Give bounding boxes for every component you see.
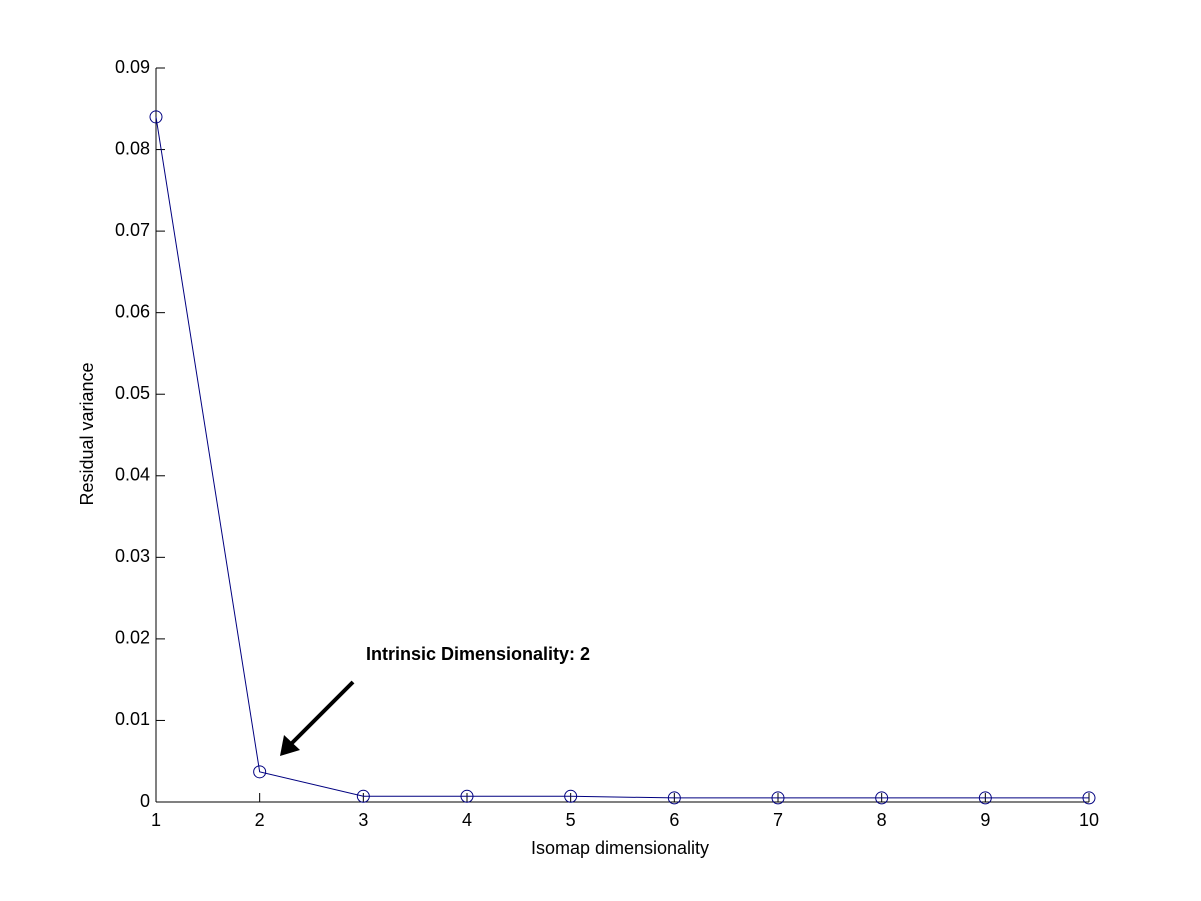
point-marker	[356, 789, 370, 803]
x-tick-label: 4	[462, 810, 472, 830]
x-tick-label: 9	[980, 810, 990, 830]
point-marker	[149, 110, 163, 124]
point-marker	[1082, 791, 1096, 805]
x-tick-label: 6	[669, 810, 679, 830]
y-tick-label: 0.01	[115, 709, 150, 729]
x-tick-label: 3	[358, 810, 368, 830]
y-tick-label: 0.02	[115, 628, 150, 648]
y-tick-label: 0.09	[115, 57, 150, 77]
y-tick-label: 0.06	[115, 301, 150, 321]
y-tick-label: 0.05	[115, 383, 150, 403]
x-tick-label: 8	[877, 810, 887, 830]
x-axis-label: Isomap dimensionality	[531, 838, 709, 858]
arrow-head	[280, 735, 300, 756]
point-marker	[253, 765, 267, 779]
point-marker	[875, 791, 889, 805]
point-marker	[978, 791, 992, 805]
y-tick-label: 0	[140, 791, 150, 811]
y-tick-label: 0.07	[115, 220, 150, 240]
x-tick-label: 7	[773, 810, 783, 830]
annotation-arrow	[280, 680, 355, 756]
x-tick-label: 5	[566, 810, 576, 830]
x-tick-label: 2	[255, 810, 265, 830]
point-marker	[460, 789, 474, 803]
y-tick-label: 0.03	[115, 546, 150, 566]
y-axis-label: Residual variance	[77, 362, 97, 505]
point-marker	[564, 789, 578, 803]
y-tick-label: 0.04	[115, 465, 150, 485]
x-tick-label: 1	[151, 810, 161, 830]
point-marker	[667, 791, 681, 805]
series-line	[155, 116, 1089, 799]
x-tick-label: 10	[1079, 810, 1099, 830]
arrow-shaft	[286, 680, 355, 749]
annotation: Intrinsic Dimensionality: 2	[366, 644, 590, 664]
point-marker	[771, 791, 785, 805]
y-tick-label: 0.08	[115, 138, 150, 158]
